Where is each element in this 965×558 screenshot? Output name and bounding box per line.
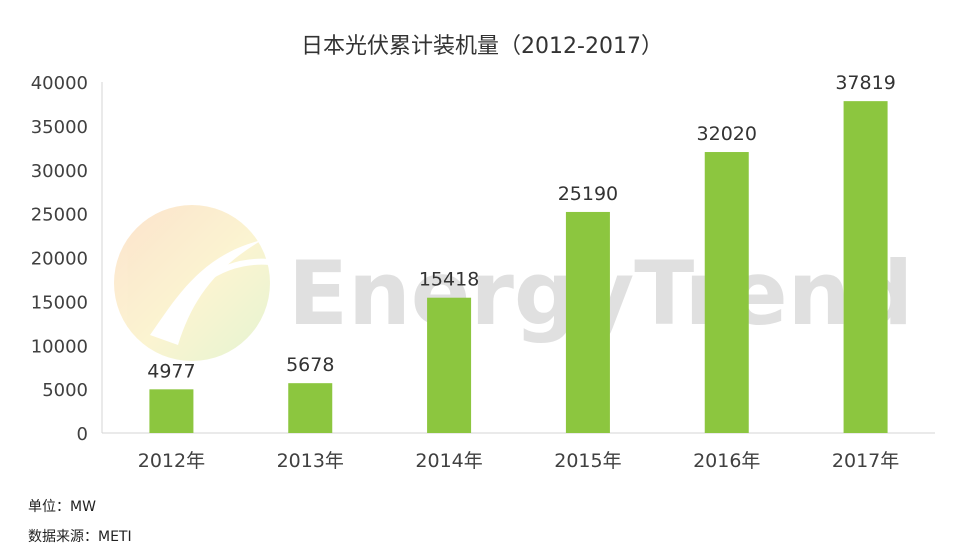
- data-labels: 4977 5678 15418 25190 32020 37819: [147, 72, 896, 382]
- bars: [149, 101, 888, 433]
- bar: [288, 383, 333, 433]
- x-tick-label: 2017年: [832, 450, 899, 472]
- y-tick-label: 30000: [31, 161, 88, 182]
- source-note: 数据来源：METI: [28, 529, 132, 545]
- x-tick-label: 2012年: [138, 450, 205, 472]
- bar: [149, 389, 194, 433]
- data-label: 5678: [286, 354, 334, 376]
- data-label: 25190: [558, 183, 618, 205]
- chart-title: 日本光伏累计装机量（2012-2017）: [301, 34, 663, 59]
- y-tick-label: 40000: [31, 73, 88, 94]
- data-label: 37819: [835, 72, 895, 94]
- bar: [843, 101, 888, 433]
- y-tick-label: 5000: [42, 380, 88, 401]
- x-tick-label: 2014年: [415, 450, 482, 472]
- y-tick-label: 10000: [31, 336, 88, 357]
- data-label: 32020: [697, 123, 757, 145]
- bar: [704, 152, 749, 433]
- bar: [565, 211, 610, 433]
- data-label: 4977: [147, 360, 195, 382]
- y-tick-labels: 0 5000 10000 15000 20000 25000 30000 35000 40000: [31, 73, 88, 445]
- x-tick-label: 2013年: [277, 450, 344, 472]
- x-tick-labels: 2012年 2013年 2014年 2015年 2016年 2017年: [138, 450, 900, 472]
- unit-note: 单位：MW: [28, 499, 96, 515]
- x-tick-label: 2016年: [693, 450, 760, 472]
- watermark-logo: [114, 205, 271, 361]
- y-tick-label: 0: [77, 424, 88, 445]
- bar: [427, 297, 472, 433]
- y-tick-label: 20000: [31, 249, 88, 270]
- y-tick-label: 35000: [31, 117, 88, 138]
- x-tick-label: 2015年: [554, 450, 621, 472]
- data-label: 15418: [419, 269, 479, 291]
- y-tick-label: 15000: [31, 292, 88, 313]
- y-tick-label: 25000: [31, 205, 88, 226]
